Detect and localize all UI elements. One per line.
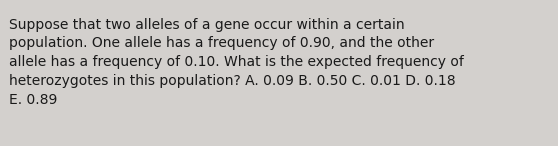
Text: Suppose that two alleles of a gene occur within a certain
population. One allele: Suppose that two alleles of a gene occur… <box>9 18 464 107</box>
